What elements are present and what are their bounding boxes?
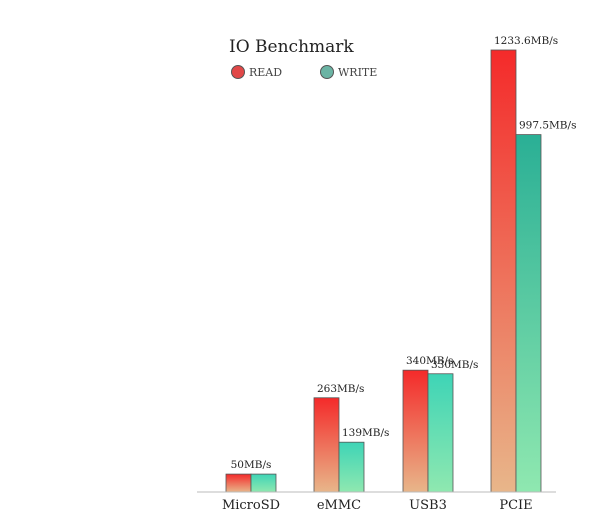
legend-label-read: READ <box>249 66 282 79</box>
value-label-read-pcie: 1233.6MB/s <box>494 35 558 47</box>
bar-write-usb3[interactable] <box>427 373 454 493</box>
bars-group <box>225 49 542 493</box>
bar-read-pcie[interactable] <box>490 49 517 493</box>
value-label-read-usb3: 340MB/s <box>406 355 453 367</box>
bar-write-microsd[interactable] <box>250 473 277 493</box>
legend-swatch-read <box>231 65 245 79</box>
bar-read-emmc[interactable] <box>313 397 340 493</box>
legend-swatch-write <box>320 65 334 79</box>
x-tick-label-emmc: eMMC <box>317 498 361 513</box>
value-label-read-microsd: 50MB/s <box>231 459 272 471</box>
value-label-write-usb3: 330MB/s <box>431 359 478 371</box>
x-tick-labels: MicroSD eMMC USB3 PCIE <box>222 498 533 513</box>
x-tick-label-usb3: USB3 <box>409 498 447 513</box>
bar-write-pcie[interactable] <box>515 134 542 493</box>
bar-write-emmc[interactable] <box>338 441 365 493</box>
bar-read-microsd[interactable] <box>225 473 252 493</box>
legend-item-read[interactable]: READ <box>231 65 283 80</box>
value-label-write-pcie: 997.5MB/s <box>519 120 576 132</box>
x-tick-label-microsd: MicroSD <box>222 498 280 513</box>
legend-label-write: WRITE <box>338 66 377 79</box>
chart-title: IO Benchmark <box>229 37 354 57</box>
value-label-write-emmc: 139MB/s <box>342 427 389 439</box>
legend-item-write[interactable]: WRITE <box>320 65 378 80</box>
legend: READ WRITE <box>231 65 378 80</box>
value-label-read-emmc: 263MB/s <box>317 383 364 395</box>
x-tick-label-pcie: PCIE <box>499 498 532 513</box>
bar-read-usb3[interactable] <box>402 369 429 493</box>
